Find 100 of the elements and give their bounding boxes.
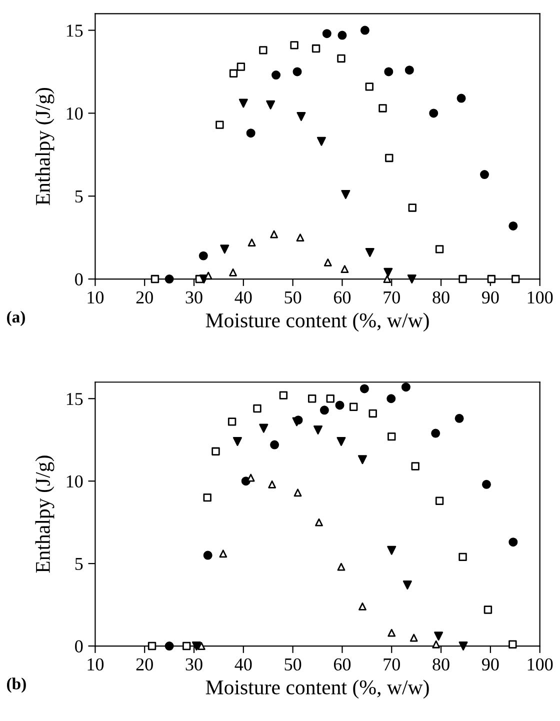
x-tick-label: 90 [482,291,499,304]
x-tick-label: 10 [88,291,104,304]
point [484,606,492,614]
y-tick-label: 5 [75,558,83,570]
point [259,46,268,54]
point [365,82,374,91]
point [197,642,206,650]
point [508,221,518,230]
point [401,382,410,392]
y-tick-label: 15 [66,392,83,406]
point [458,642,468,651]
point [314,425,323,434]
x-tick-label: 80 [432,658,450,671]
point [384,268,393,277]
point [228,418,236,426]
point [150,274,160,284]
y-tick-label: 0 [75,273,83,286]
point [429,108,438,118]
point [268,480,276,488]
y-tick-label: 15 [66,24,83,37]
point [387,546,396,555]
point [385,154,394,162]
point [480,170,490,180]
point [164,642,174,651]
point [435,496,444,505]
point [294,488,302,497]
point [220,244,230,254]
point [487,274,496,284]
y-axis-title: Enthalpy (J/g) [35,456,54,573]
point [340,265,349,274]
point [360,384,369,394]
point [338,30,347,40]
point [266,100,276,110]
y-tick-label: 10 [66,107,83,120]
point [341,190,350,199]
point [236,62,246,71]
y-tick-label: 0 [75,640,83,652]
point [410,634,418,642]
point [335,400,344,410]
point [279,391,288,400]
point [458,552,467,562]
x-tick-label: 20 [136,658,153,671]
point [360,26,370,35]
point [292,67,302,76]
point [456,94,466,103]
point [315,518,323,526]
point [324,258,332,266]
point [238,98,248,108]
point [270,440,280,450]
point [508,538,518,547]
point [337,562,346,571]
point [404,66,414,75]
x-axis-title: Moisture content (%, w/w) [206,312,429,332]
point [270,230,278,238]
point [388,432,396,441]
point [326,394,334,403]
point [434,632,444,641]
point [512,274,520,284]
point [203,493,212,502]
x-tick-label: 70 [384,658,400,671]
point [454,414,464,423]
point [388,628,396,637]
point [232,437,242,446]
x-tick-label: 30 [186,291,202,304]
point [216,120,224,129]
point [164,274,174,284]
point [402,580,412,590]
point [458,274,467,284]
x-tick-label: 100 [528,291,553,304]
point [296,234,304,242]
y-tick-label: 5 [75,190,83,203]
point [198,251,208,260]
point [322,29,332,38]
x-tick-label: 10 [88,658,104,671]
point [349,402,358,411]
point [219,550,228,558]
point [408,204,416,212]
point [246,128,256,138]
point [192,642,201,651]
x-tick-label: 80 [432,291,450,304]
point [253,404,262,413]
point [407,274,416,284]
x-tick-label: 40 [234,658,252,671]
point [358,455,367,464]
point [358,602,366,610]
point [432,640,440,648]
point [272,70,281,80]
point [386,394,396,404]
x-tick-label: 100 [528,658,553,671]
x-tick-label: 40 [234,291,252,304]
x-tick-label: 60 [334,291,351,304]
point [203,550,212,560]
y-axis-title: Enthalpy (J/g) [35,88,54,206]
point [336,437,346,446]
point [229,69,238,78]
x-tick-label: 70 [384,291,400,304]
x-tick-label: 50 [284,291,302,304]
point [212,447,220,456]
point [308,394,316,403]
y-tick-label: 10 [66,475,83,488]
